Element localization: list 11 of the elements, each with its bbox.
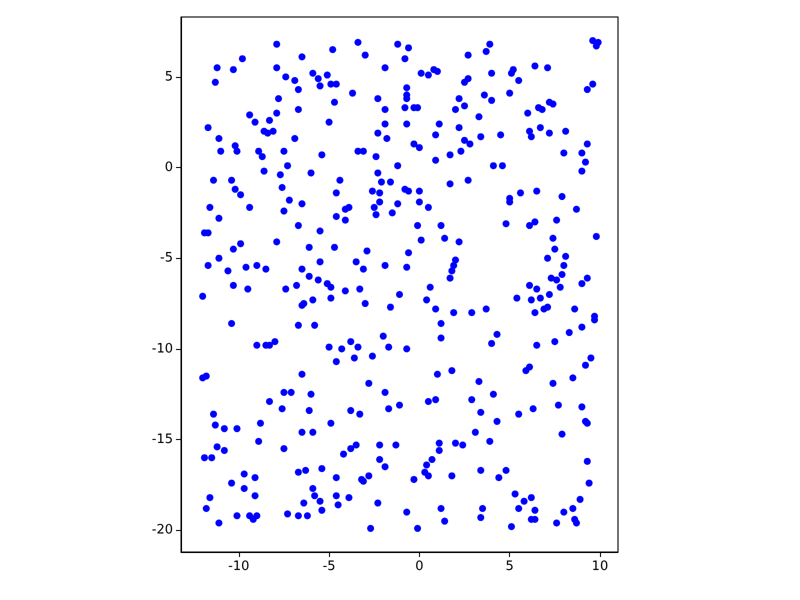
x-tick-label: 0 [415,559,424,574]
x-tick-label: 10 [592,559,608,574]
y-tick-label: -10 [152,341,173,356]
y-tick-label: -15 [152,432,173,448]
y-tick-label: 5 [164,69,173,84]
y-tick-label: 0 [164,160,173,176]
x-tick-label: 5 [506,559,514,574]
x-tick-label: -10 [228,559,250,574]
y-tick-label: -20 [152,522,173,538]
y-tick-label: -5 [160,250,173,266]
x-tick-label: -5 [322,559,336,574]
